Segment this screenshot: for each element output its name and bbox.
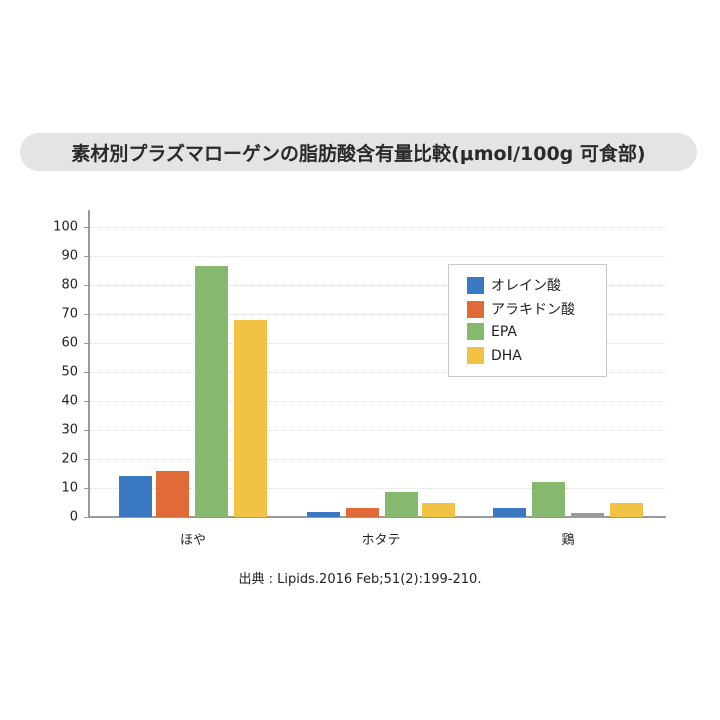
- bar-3-1: [493, 508, 526, 517]
- legend-swatch-arachidonic: [467, 300, 484, 318]
- y-tick-label: 0: [69, 509, 78, 525]
- chart-title-banner: 素材別プラズマローゲンの脂肪酸含有量比較(μmol/100g 可食部): [20, 133, 697, 171]
- y-tick: [84, 314, 89, 315]
- gridline: [90, 372, 666, 373]
- gridline: [90, 256, 666, 257]
- category-label: ホタテ: [361, 533, 401, 548]
- bar-1-3: [195, 266, 228, 517]
- bar-2-2: [346, 508, 379, 517]
- legend-label: EPA: [491, 323, 517, 340]
- legend-item-oleic: オレイン酸: [467, 275, 561, 295]
- y-tick-label: 80: [61, 277, 78, 293]
- y-tick-label: 60: [61, 335, 78, 351]
- category-label: ほや: [179, 533, 207, 548]
- y-tick: [84, 488, 89, 489]
- chart-title: 素材別プラズマローゲンの脂肪酸含有量比較(μmol/100g 可食部): [71, 142, 646, 165]
- y-tick-label: 30: [61, 422, 78, 438]
- bar-1-1: [119, 476, 152, 517]
- gridline: [90, 314, 666, 315]
- y-tick-label: 40: [61, 393, 78, 409]
- legend-label: DHA: [491, 347, 522, 364]
- y-tick-label: 90: [61, 248, 78, 264]
- bar-1-4: [234, 320, 267, 517]
- y-tick-label: 20: [61, 451, 78, 467]
- bar-3-2: [571, 512, 604, 517]
- bar-3-3: [532, 482, 565, 517]
- bar-2-1: [307, 512, 340, 517]
- y-tick-label: 50: [61, 364, 78, 380]
- gridline: [90, 285, 666, 286]
- legend-label: オレイン酸: [491, 278, 561, 294]
- x-axis: [88, 516, 666, 518]
- bar-2-3: [385, 492, 418, 517]
- source-citation: 出典 : Lipids.2016 Feb;51(2):199-210.: [238, 572, 482, 587]
- legend-swatch-dha: [467, 347, 484, 364]
- legend-item-arachidonic: アラキドン酸: [467, 299, 575, 319]
- bar-1-2: [156, 471, 189, 517]
- y-tick: [84, 285, 89, 286]
- gridline: [90, 343, 666, 344]
- y-tick: [84, 256, 89, 257]
- y-axis: [88, 210, 90, 517]
- y-tick-label: 10: [61, 480, 78, 496]
- gridline: [90, 488, 666, 489]
- y-tick: [84, 401, 89, 402]
- legend-swatch-oleic: [467, 276, 484, 294]
- y-tick: [84, 517, 89, 518]
- legend-item-dha: DHA: [467, 347, 522, 364]
- legend-swatch-epa: [467, 323, 484, 340]
- y-tick: [84, 372, 89, 373]
- legend-item-epa: EPA: [467, 323, 517, 340]
- y-tick: [84, 343, 89, 344]
- y-tick: [84, 227, 89, 228]
- legend: オレイン酸 アラキドン酸 EPA DHA: [448, 264, 607, 377]
- y-tick-label: 100: [53, 219, 78, 235]
- y-tick-label: 70: [61, 306, 78, 322]
- bar-3-4: [610, 502, 643, 517]
- y-tick: [84, 430, 89, 431]
- y-tick: [84, 459, 89, 460]
- category-label: 鶏: [561, 533, 575, 548]
- legend-label: アラキドン酸: [491, 302, 575, 318]
- gridline: [90, 401, 666, 402]
- gridline: [90, 459, 666, 460]
- gridline: [90, 430, 666, 431]
- bar-2-4: [422, 502, 455, 517]
- gridline: [90, 227, 666, 228]
